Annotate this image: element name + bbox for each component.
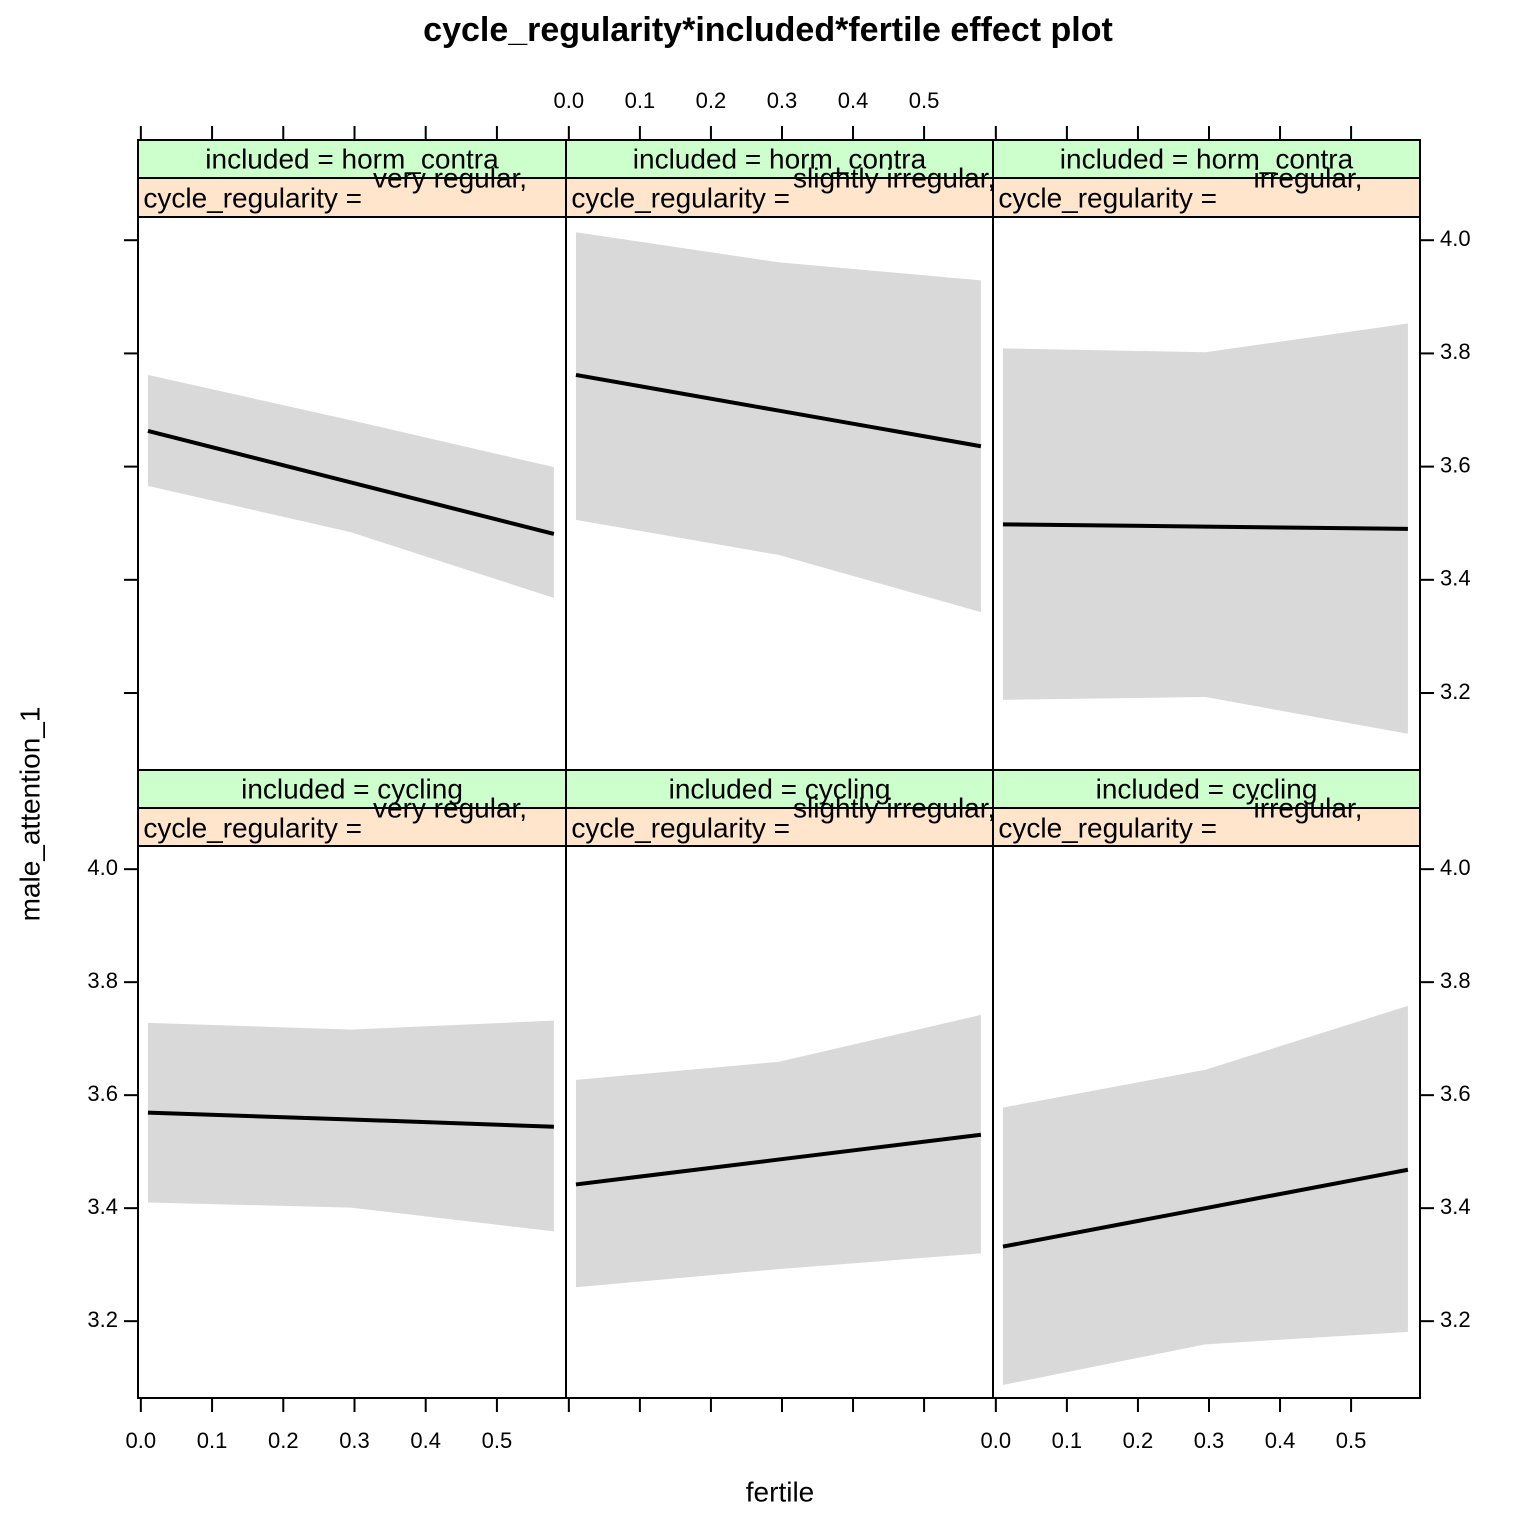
confidence-band [575, 1014, 981, 1288]
strip-label: included = horm_contra [205, 143, 499, 174]
y-tick-label: 3.2 [1440, 679, 1471, 704]
strip-label: included = horm_contra [633, 143, 927, 174]
fit-line [147, 1110, 554, 1129]
x-tick-label: 0.1 [625, 88, 656, 113]
strip-text-group: included = cycling cycle_regularity = very… [143, 773, 527, 843]
x-tick-label: 0.4 [410, 1428, 441, 1453]
strip-text-group: included = horm_contra cycle_regularity =… [998, 143, 1362, 213]
strip-label: cycle_regularity = [143, 812, 362, 843]
x-axis-label: fertile [746, 1476, 814, 1507]
x-tick-label: 0.2 [1123, 1428, 1154, 1453]
strip-background [137, 807, 567, 847]
strip-background [992, 807, 1421, 847]
x-tick-label: 0.0 [126, 1428, 157, 1453]
x-tick-label: 0.2 [268, 1428, 299, 1453]
strip-background [992, 139, 1421, 179]
strip-label: very regular, [373, 162, 527, 193]
x-tick-label: 0.3 [339, 1428, 370, 1453]
panel: included = horm_contra cycle_regularity =… [554, 88, 995, 771]
strip-background [137, 177, 567, 218]
strip-background [565, 139, 994, 179]
strip-background [137, 769, 567, 809]
fit-line [1002, 1167, 1409, 1249]
panel: included = cycling cycle_regularity =slig… [565, 769, 995, 1412]
confidence-band [147, 1020, 554, 1232]
y-tick-label: 4.0 [87, 855, 118, 880]
strip-label: included = cycling [669, 773, 891, 804]
confidence-band [1002, 1005, 1408, 1386]
confidence-band [147, 374, 554, 598]
y-tick-label: 3.8 [1440, 968, 1471, 993]
fit-line [575, 1132, 982, 1187]
strip-label: very regular, [373, 792, 527, 823]
strip-text-group: included = horm_contra cycle_regularity =… [143, 143, 527, 213]
chart-title: cycle_regularity*included*fertile effect… [423, 11, 1113, 49]
strip-label: irregular, [1254, 162, 1363, 193]
x-tick-label: 0.1 [197, 1428, 228, 1453]
strip-label: included = cycling [241, 773, 463, 804]
x-tick-label: 0.3 [767, 88, 798, 113]
y-tick-label: 3.4 [87, 1194, 118, 1219]
panel: included = cycling cycle_regularity = irre… [981, 769, 1471, 1453]
strip-label: cycle_regularity = [998, 812, 1217, 843]
strip-label: cycle_regularity = [998, 182, 1217, 213]
x-tick-label: 0.0 [554, 88, 585, 113]
x-tick-label: 0.4 [838, 88, 869, 113]
panel-frame [992, 845, 1421, 1399]
strip-label: included = horm_contra [1060, 143, 1354, 174]
x-tick-label: 0.1 [1052, 1428, 1083, 1453]
strip-label: slightly irregular, [793, 162, 995, 193]
strip-label: included = cycling [1096, 773, 1318, 804]
x-tick-label: 0.5 [482, 1428, 513, 1453]
x-tick-label: 0.2 [696, 88, 727, 113]
strip-label: irregular, [1254, 792, 1363, 823]
y-tick-label: 3.4 [1440, 566, 1471, 591]
strip-background [565, 807, 994, 847]
x-tick-label: 0.5 [1336, 1428, 1367, 1453]
strip-label: slightly irregular, [793, 792, 995, 823]
strip-background [565, 177, 994, 218]
strip-label: cycle_regularity = [571, 812, 790, 843]
y-tick-label: 3.8 [87, 968, 118, 993]
y-tick-label: 4.0 [1440, 226, 1471, 251]
panel: included = horm_contra cycle_regularity =… [124, 126, 567, 771]
confidence-band [575, 232, 981, 613]
fit-line [147, 429, 555, 536]
fit-line [1002, 522, 1408, 531]
y-tick-label: 3.6 [87, 1081, 118, 1106]
y-tick-label: 3.6 [1440, 1081, 1471, 1106]
y-tick-label: 3.2 [87, 1307, 118, 1332]
strip-background [992, 769, 1421, 809]
y-axis-label: male_attention_1 [14, 707, 45, 922]
y-tick-label: 3.2 [1440, 1307, 1471, 1332]
strip-label: cycle_regularity = [143, 182, 362, 213]
x-tick-label: 0.0 [981, 1428, 1012, 1453]
y-tick-label: 3.8 [1440, 339, 1471, 364]
strip-text-group: included = cycling cycle_regularity = irre… [998, 773, 1362, 843]
strip-text-group: included = cycling cycle_regularity =slig… [571, 773, 995, 843]
y-tick-label: 4.0 [1440, 855, 1471, 880]
strip-text-group: included = horm_contra cycle_regularity =… [571, 143, 995, 213]
x-tick-label: 0.5 [909, 88, 940, 113]
fit-line [575, 372, 982, 449]
x-tick-label: 0.3 [1194, 1428, 1225, 1453]
strip-label: cycle_regularity = [571, 182, 790, 213]
y-tick-label: 3.4 [1440, 1194, 1471, 1219]
y-tick-label: 3.6 [1440, 452, 1471, 477]
panel: included = cycling cycle_regularity = very… [87, 769, 567, 1453]
panel: included = horm_contra cycle_regularity =… [992, 126, 1471, 771]
x-tick-label: 0.4 [1265, 1428, 1296, 1453]
